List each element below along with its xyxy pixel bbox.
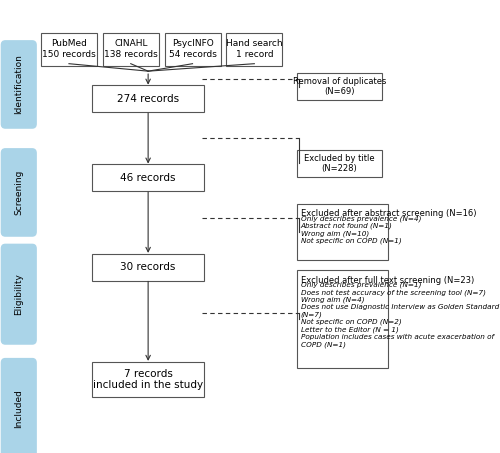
Text: 46 records: 46 records — [120, 173, 176, 183]
FancyBboxPatch shape — [164, 33, 220, 66]
FancyBboxPatch shape — [226, 33, 282, 66]
Text: Identification: Identification — [14, 54, 24, 115]
Text: PsycINFO
54 records: PsycINFO 54 records — [168, 39, 216, 59]
FancyBboxPatch shape — [2, 244, 36, 344]
Text: Excluded by title
(N=228): Excluded by title (N=228) — [304, 154, 374, 173]
FancyBboxPatch shape — [41, 33, 97, 66]
Text: CINAHL
138 records: CINAHL 138 records — [104, 39, 158, 59]
FancyBboxPatch shape — [2, 149, 36, 236]
Text: PubMed
150 records: PubMed 150 records — [42, 39, 96, 59]
Text: Included: Included — [14, 389, 24, 428]
FancyBboxPatch shape — [297, 150, 382, 177]
FancyBboxPatch shape — [103, 33, 158, 66]
Text: Only describes prevalence (N=1)
Does not test accuracy of the screening tool (N=: Only describes prevalence (N=1) Does not… — [300, 281, 499, 348]
FancyBboxPatch shape — [92, 86, 204, 112]
Text: 30 records: 30 records — [120, 262, 176, 272]
Text: Hand search
1 record: Hand search 1 record — [226, 39, 282, 59]
FancyBboxPatch shape — [297, 73, 382, 100]
Text: Only describes prevalence (N=4)
Abstract not found (N=1)
Wrong aim (N=10)
Not sp: Only describes prevalence (N=4) Abstract… — [300, 215, 421, 244]
FancyBboxPatch shape — [2, 359, 36, 453]
FancyBboxPatch shape — [2, 41, 36, 128]
FancyBboxPatch shape — [297, 204, 388, 260]
Text: Eligibility: Eligibility — [14, 273, 24, 315]
FancyBboxPatch shape — [92, 361, 204, 397]
Text: 7 records
included in the study: 7 records included in the study — [93, 369, 203, 390]
FancyBboxPatch shape — [92, 254, 204, 281]
Text: Excluded after abstract screening (N=16): Excluded after abstract screening (N=16) — [300, 209, 476, 218]
Text: 274 records: 274 records — [117, 94, 179, 104]
FancyBboxPatch shape — [92, 164, 204, 192]
Text: Removal of duplicates
(N=69): Removal of duplicates (N=69) — [292, 77, 386, 96]
Text: Screening: Screening — [14, 170, 24, 215]
FancyBboxPatch shape — [297, 270, 388, 368]
Text: Excluded after full text screening (N=23): Excluded after full text screening (N=23… — [300, 276, 474, 285]
